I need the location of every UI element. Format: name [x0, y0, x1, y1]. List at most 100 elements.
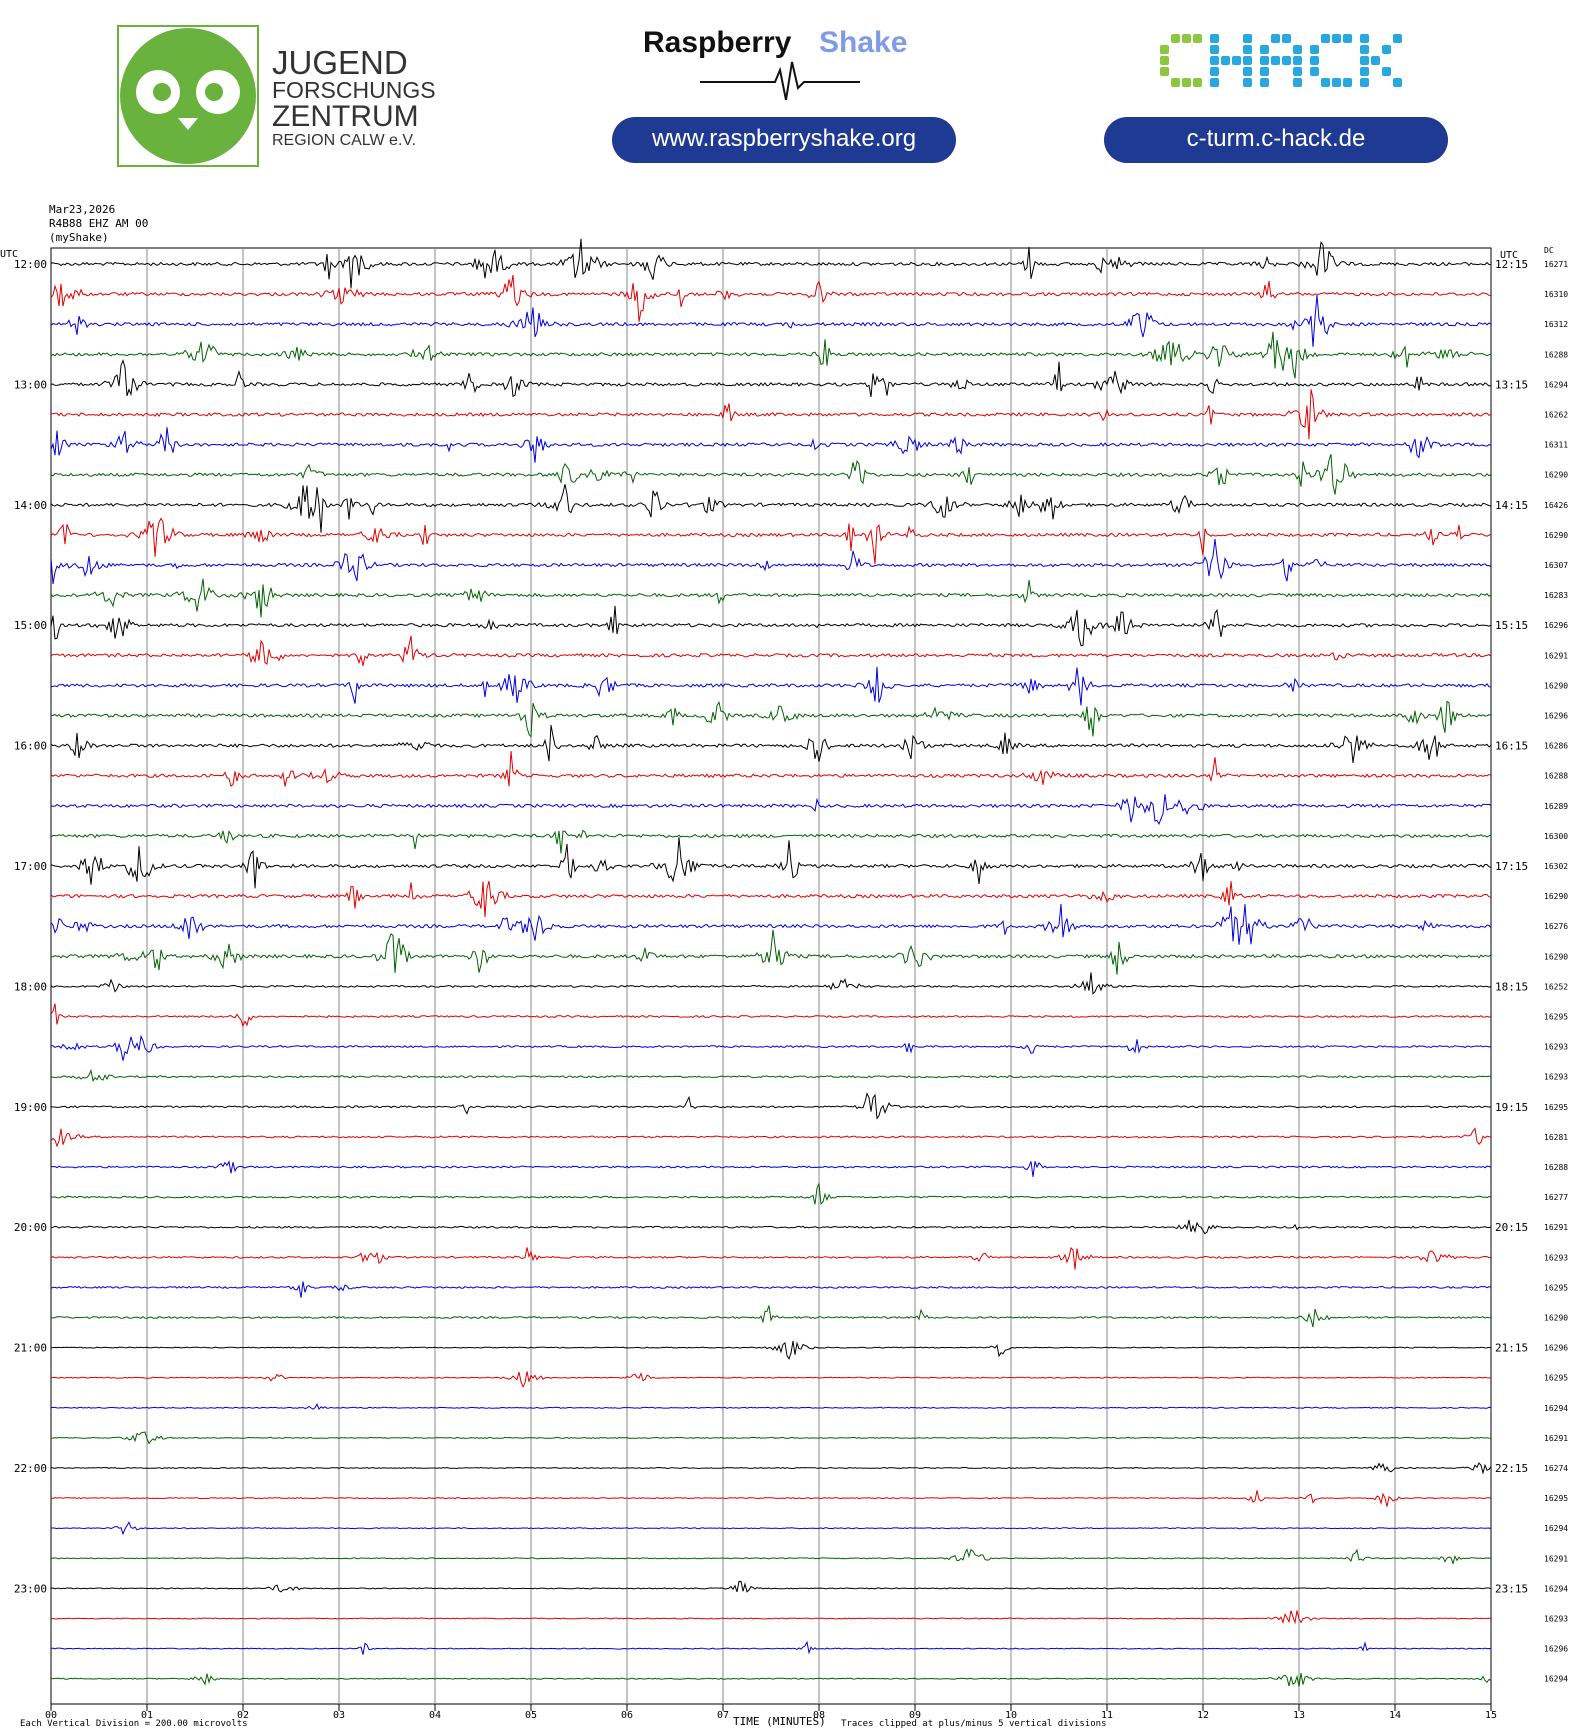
chack-logo-dot	[1310, 67, 1319, 76]
hour-label-right: 16:15	[1495, 740, 1528, 753]
dc-value: 16294	[1544, 1524, 1568, 1533]
dc-value: 16289	[1544, 802, 1568, 811]
dc-value: 16271	[1544, 260, 1568, 269]
hour-label-left: 12:00	[14, 258, 47, 271]
hour-label-right: 15:15	[1495, 619, 1528, 632]
hour-label-right: 12:15	[1495, 258, 1528, 271]
hour-label-right: 21:15	[1495, 1342, 1528, 1355]
jfz-line4: REGION CALW e.V.	[272, 132, 416, 149]
chack-logo-dot	[1160, 67, 1169, 76]
trace-line	[50, 1403, 1492, 1411]
hour-label-left: 15:00	[14, 619, 47, 632]
hour-label-left: 23:00	[14, 1582, 47, 1595]
trace-line	[50, 751, 1492, 787]
chack-logo-dot	[1171, 34, 1180, 43]
dc-value: 16293	[1544, 1253, 1568, 1262]
chack-logo-dot	[1282, 34, 1291, 43]
chack-logo-dot	[1310, 56, 1319, 65]
chack-logo-dot	[1260, 78, 1269, 87]
jfz-logo: JUGEND FORSCHUNGS ZENTRUM REGION CALW e.…	[117, 25, 436, 167]
dc-value: 16294	[1544, 380, 1568, 389]
chack-logo-dot	[1243, 34, 1252, 43]
dc-value: 16294	[1544, 1675, 1568, 1684]
chack-logo-dot	[1193, 78, 1202, 87]
dc-value: 16295	[1544, 1494, 1568, 1503]
dc-value: 16288	[1544, 350, 1568, 359]
x-tick-label: 12	[1197, 1710, 1209, 1721]
dc-value: 16290	[1544, 531, 1568, 540]
chack-logo-dot	[1332, 78, 1341, 87]
chack-logo-dot	[1182, 34, 1191, 43]
chack-logo-dot	[1343, 34, 1352, 43]
trace-line	[50, 1305, 1492, 1328]
dc-value: 16296	[1544, 1645, 1568, 1654]
hour-label-left: 14:00	[14, 499, 47, 512]
chack-logo-dot	[1260, 45, 1269, 54]
dc-value: 16310	[1544, 290, 1568, 299]
dc-value: 16312	[1544, 320, 1568, 329]
hour-labels-left: 12:00 13:00 14:00 15:00 16:00 17:00 18:00 19:00…	[14, 258, 47, 1595]
trace-line	[50, 517, 1492, 565]
dc-label: DC	[1544, 246, 1554, 255]
rs-url-pill	[612, 117, 956, 163]
x-tick-label: 15	[1485, 1710, 1497, 1721]
jfz-line2: FORSCHUNGS	[272, 77, 436, 103]
waveform-icon	[700, 61, 860, 101]
dc-value: 16291	[1544, 1434, 1568, 1443]
chack-logo-dot	[1360, 56, 1369, 65]
dc-value: 16286	[1544, 742, 1568, 751]
trace-line	[50, 903, 1492, 945]
x-tick-label: 04	[429, 1710, 441, 1721]
x-tick-label: 03	[333, 1710, 345, 1721]
x-tick-label: 11	[1101, 1710, 1113, 1721]
trace-line	[50, 1462, 1492, 1475]
dc-value: 16291	[1544, 651, 1568, 660]
hour-label-right: 13:15	[1495, 378, 1528, 391]
trace-line	[50, 484, 1492, 533]
chack-logo-dot	[1243, 67, 1252, 76]
trace-line	[50, 1034, 1492, 1061]
chack-logo-dot	[1310, 45, 1319, 54]
chack-logo-dot	[1371, 56, 1380, 65]
trace-line	[50, 1548, 1492, 1566]
chack-url[interactable]: c-turm.c-hack.de	[1187, 125, 1366, 152]
dc-value: 16302	[1544, 862, 1568, 871]
dc-value: 16295	[1544, 1103, 1568, 1112]
dc-value: 16311	[1544, 441, 1568, 450]
traces	[50, 238, 1492, 1687]
dc-values: 16271 16310 16312 16288 16294 16262 16311 16290…	[1544, 260, 1568, 1684]
trace-line	[51, 1521, 1492, 1536]
trace-line	[50, 1068, 1492, 1082]
chack-logo-dot	[1232, 56, 1241, 65]
station-info: Mar23,2026 R4B88 EHZ AM 00 (myShake)	[49, 203, 148, 244]
dc-value: 16290	[1544, 952, 1568, 961]
dc-value: 16300	[1544, 832, 1568, 841]
dc-value: 16295	[1544, 1374, 1568, 1383]
rs-url[interactable]: www.raspberryshake.org	[651, 125, 916, 152]
plot-frame	[50, 247, 1492, 1705]
chack-logo-dot	[1271, 56, 1280, 65]
x-tick-label: 10	[1005, 1710, 1017, 1721]
dc-value: 16288	[1544, 772, 1568, 781]
trace-line	[50, 829, 1492, 854]
utc-left-label: UTC	[0, 249, 18, 260]
chack-logo-dot	[1282, 56, 1291, 65]
dc-value: 16293	[1544, 1615, 1568, 1624]
x-tick-label: 08	[813, 1710, 825, 1721]
trace-line	[50, 295, 1492, 347]
trace-line	[50, 1431, 1492, 1445]
x-tick-label: 14	[1389, 1710, 1401, 1721]
trace-line	[50, 1092, 1491, 1120]
x-tick-label: 13	[1293, 1710, 1305, 1721]
trace-line	[51, 700, 1492, 739]
dc-value: 16291	[1544, 1223, 1568, 1232]
x-tick-label: 00	[45, 1710, 57, 1721]
hour-label-left: 18:00	[14, 980, 47, 993]
chack-logo-dot	[1182, 78, 1191, 87]
chack-logo-dot	[1193, 34, 1202, 43]
dc-value: 16290	[1544, 1314, 1568, 1323]
trace-line	[50, 1127, 1492, 1148]
trace-line	[50, 1181, 1492, 1206]
trace-line	[50, 929, 1492, 975]
